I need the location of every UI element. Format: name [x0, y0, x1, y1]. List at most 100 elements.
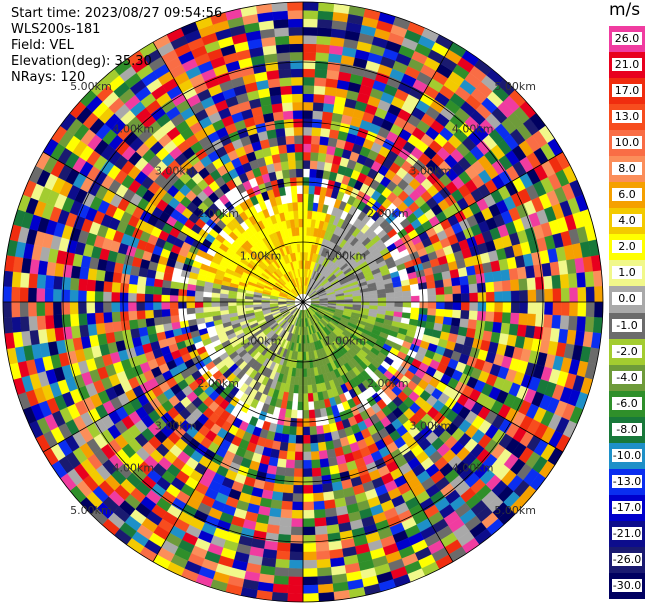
range-gate [544, 301, 554, 316]
range-gate [294, 143, 304, 153]
range-gate [310, 442, 319, 452]
range-gate [202, 301, 212, 308]
range-gate [281, 492, 294, 502]
range-gate [278, 68, 292, 79]
range-gate [291, 93, 304, 103]
range-gate [275, 466, 286, 477]
range-gate [302, 401, 309, 411]
range-gate [291, 193, 298, 203]
range-gate [501, 312, 512, 324]
range-gate [279, 441, 289, 452]
range-gate [308, 177, 317, 187]
range-gate [295, 435, 304, 444]
range-gate [170, 314, 180, 324]
range-gate [302, 476, 313, 486]
range-gate [169, 308, 179, 317]
range-gate [452, 293, 462, 303]
range-gate [19, 272, 30, 288]
range-gate [186, 301, 195, 309]
range-gate [543, 314, 553, 329]
range-gate [296, 410, 304, 419]
range-gate [297, 193, 304, 203]
range-gate [434, 279, 445, 289]
range-gate [326, 524, 340, 535]
range-gate [298, 210, 304, 219]
range-gate [311, 127, 322, 137]
range-gate [313, 400, 321, 410]
range-gate [585, 301, 595, 318]
range-ring-label: 4.00km [113, 122, 155, 135]
range-gate [292, 101, 304, 111]
range-gate [468, 283, 478, 294]
range-gate [443, 286, 453, 295]
range-gate [297, 401, 304, 411]
range-gate [280, 509, 293, 519]
range-gate [315, 425, 325, 435]
range-gate [324, 507, 338, 518]
range-gate [169, 301, 179, 310]
range-gate [127, 292, 137, 303]
range-gate [69, 289, 79, 303]
range-ring-label: 3.00km [409, 419, 451, 432]
range-gate [103, 311, 113, 324]
range-gate [577, 301, 587, 317]
range-gate [186, 295, 195, 303]
range-gate [94, 301, 104, 314]
range-gate [460, 310, 470, 320]
range-gate [327, 456, 338, 467]
range-gate [70, 325, 81, 339]
range-gate [577, 287, 587, 303]
range-ring-label: 1.00km [325, 250, 367, 263]
range-gate [302, 493, 314, 503]
colorbar-swatch [609, 494, 645, 522]
range-gate [322, 111, 334, 122]
range-gate [316, 160, 326, 171]
range-gate [302, 435, 311, 444]
range-gate [302, 443, 312, 453]
range-gate [69, 277, 80, 291]
range-gate [317, 575, 333, 586]
range-gate [52, 301, 62, 316]
range-gate [294, 443, 304, 453]
range-gate [136, 293, 146, 303]
range-gate [283, 475, 294, 486]
range-gate [290, 68, 304, 78]
range-gate [137, 275, 147, 286]
range-gate [452, 285, 462, 295]
range-gate [410, 307, 420, 315]
range-gate [436, 301, 445, 310]
range-gate [271, 591, 288, 602]
range-gate [281, 93, 293, 104]
range-gate [153, 286, 163, 295]
range-gate [19, 301, 29, 317]
range-gate [153, 316, 164, 326]
range-gate [592, 270, 603, 287]
range-gate [451, 317, 461, 327]
range-gate [290, 60, 304, 70]
range-gate [314, 408, 322, 419]
range-gate [227, 297, 237, 303]
range-gate [502, 301, 512, 314]
range-gate [313, 509, 326, 519]
range-gate [436, 294, 445, 303]
range-gate [302, 51, 317, 61]
range-ring-label: 3.00km [409, 165, 451, 178]
range-gate [111, 281, 121, 293]
range-gate [510, 290, 520, 303]
range-gate [394, 291, 404, 298]
range-gate [314, 68, 328, 79]
range-gate [535, 289, 545, 303]
range-gate [280, 160, 290, 171]
range-gate [287, 584, 304, 594]
range-gate [302, 193, 309, 203]
range-gate [295, 160, 304, 169]
range-gate [44, 314, 55, 330]
range-gate [278, 144, 288, 154]
range-gate [292, 493, 304, 503]
range-gate [161, 294, 170, 303]
range-gate [460, 293, 470, 303]
range-gate [325, 440, 335, 451]
range-gate [44, 301, 54, 316]
range-gate [280, 433, 290, 444]
range-gate [308, 401, 315, 411]
